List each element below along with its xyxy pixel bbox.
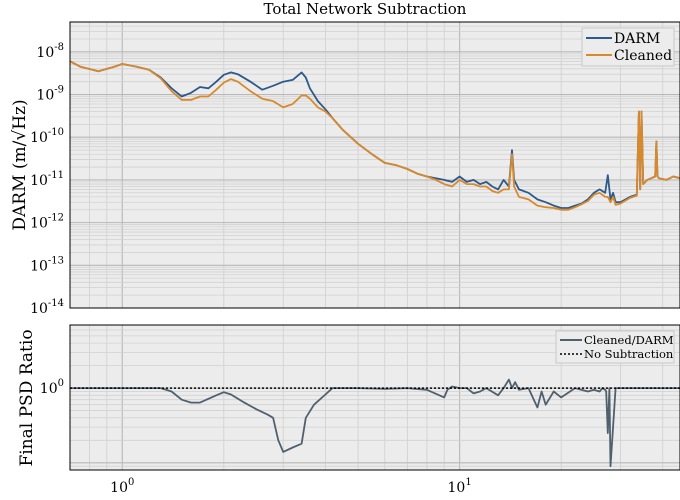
top-legend-box <box>581 27 675 67</box>
legend-label-ratio: Cleaned/DARM <box>584 333 674 347</box>
bottom-plot-frame <box>69 324 680 471</box>
bottom-legend: Cleaned/DARM No Subtraction <box>555 330 675 364</box>
top-grid <box>69 21 680 309</box>
top-y-axis-label: DARM (m/√Hz) <box>10 99 30 230</box>
top-plot-area <box>70 22 680 308</box>
bottom-legend-box <box>555 330 675 364</box>
top-y-tick-label: 10-11 <box>30 170 64 189</box>
top-series-darm <box>69 60 680 209</box>
top-y-tick-label: 10-13 <box>30 255 64 274</box>
top-y-tick-label: 10-8 <box>36 42 64 61</box>
bottom-series-group <box>70 378 680 468</box>
chart-title: Total Network Subtraction <box>264 0 467 18</box>
legend-label-cleaned: Cleaned <box>614 48 672 64</box>
top-y-tick-label: 10-12 <box>30 213 64 232</box>
legend-label-no-subtraction: No Subtraction <box>584 347 674 361</box>
top-y-tick-label: 10-10 <box>30 127 64 146</box>
bottom-y-axis-label: Final PSD Ratio <box>17 329 37 466</box>
top-y-tick-label: 10-9 <box>36 85 64 104</box>
top-y-tick-labels: 10-14 10-13 10-12 10-11 10-10 10-9 10-8 <box>30 42 64 317</box>
top-series-cleaned <box>69 60 680 211</box>
x-tick-label: 100 <box>110 477 134 496</box>
x-tick-labels: 100 101 <box>110 477 472 496</box>
bottom-y-tick-label: 100 <box>40 378 64 397</box>
top-y-tick-label: 10-14 <box>30 298 64 317</box>
bottom-y-tick-labels: 100 <box>40 378 64 397</box>
top-legend: DARM Cleaned <box>581 27 675 67</box>
legend-label-darm: DARM <box>614 31 660 47</box>
top-plot-frame <box>69 21 680 309</box>
top-series-group <box>69 60 680 211</box>
x-tick-label: 101 <box>448 477 472 496</box>
